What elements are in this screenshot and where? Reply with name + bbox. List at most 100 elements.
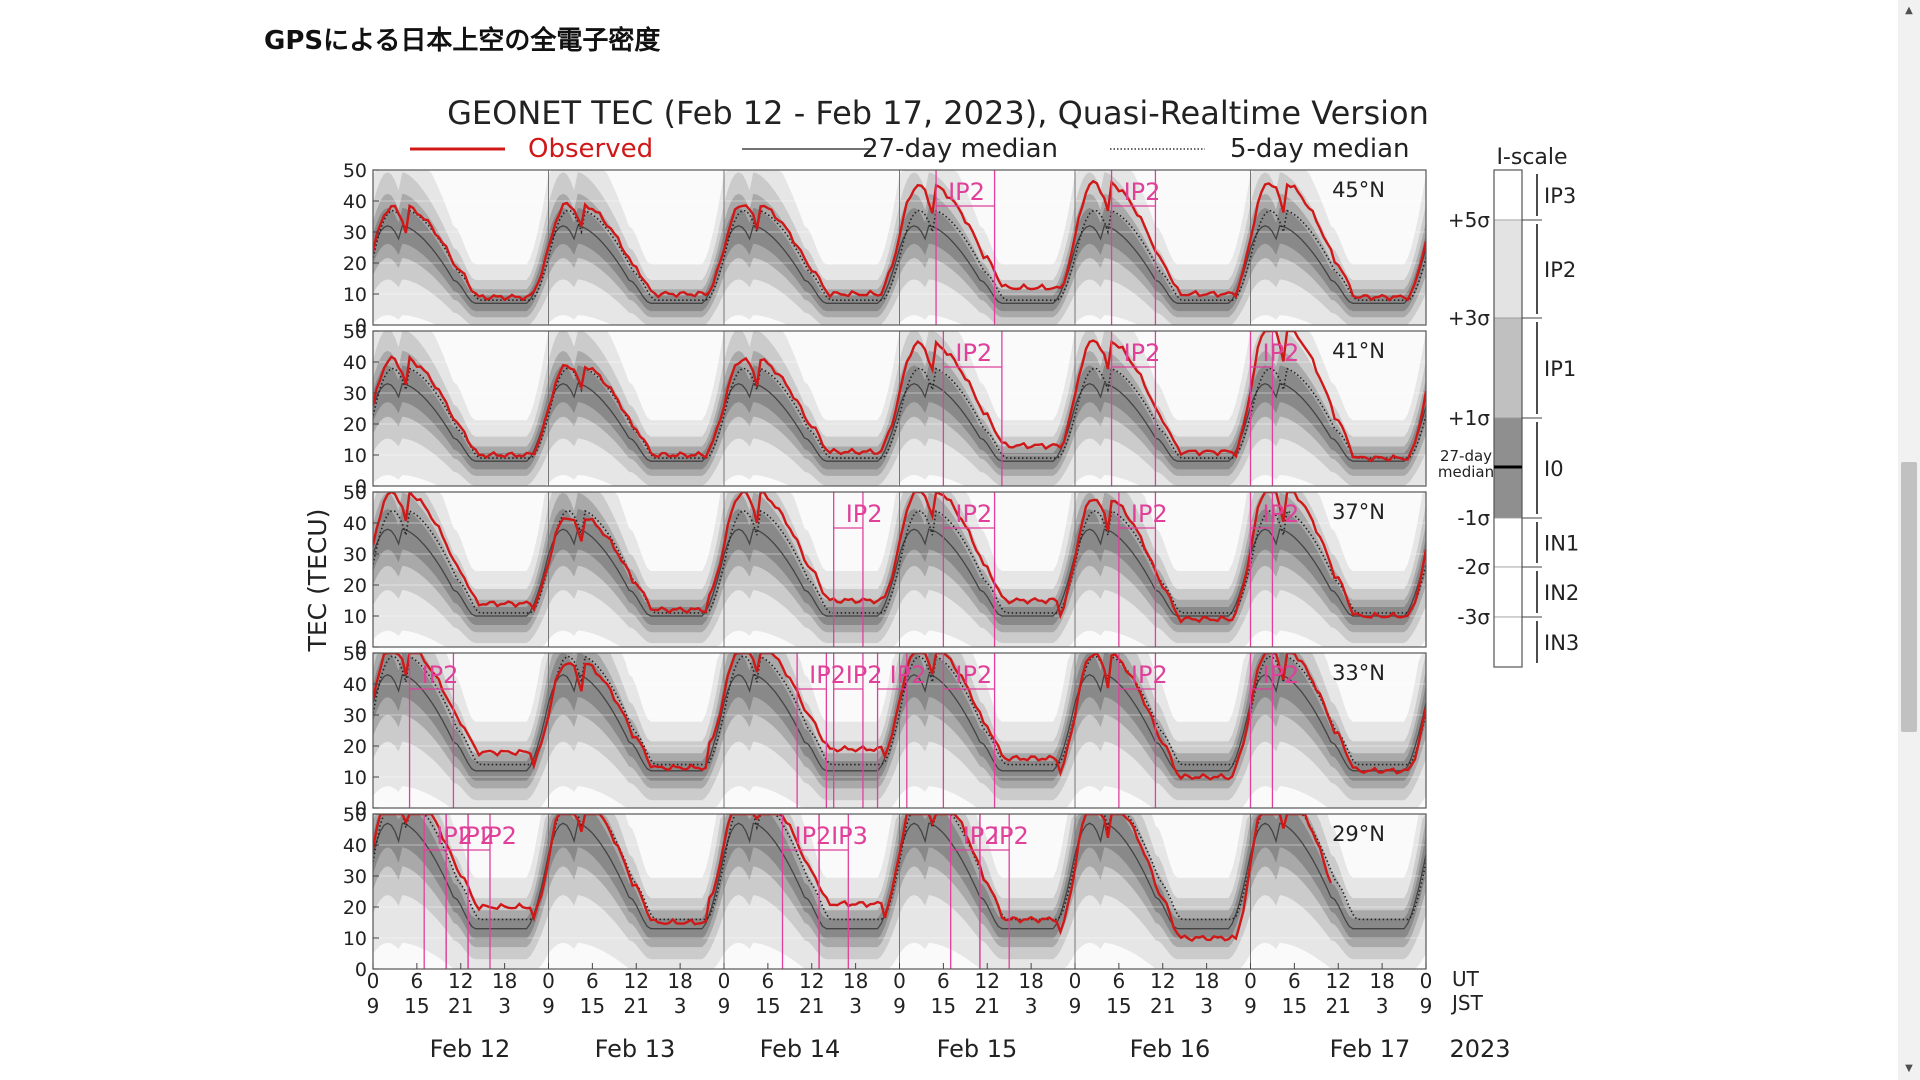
i-scale-level-label: I0 [1544,457,1564,481]
storm-event-marker: IP2 [1118,653,1168,808]
storm-event-marker: IP2 [942,492,996,647]
panel-plot-area [373,653,1426,808]
legend-label-1: 27-day median [862,134,1058,164]
scroll-down-button[interactable]: ▼ [1898,1058,1920,1080]
scrollbar-thumb[interactable] [1901,462,1917,732]
x-day-label: Feb 12 [430,1035,511,1063]
storm-event-marker: IP2 [408,653,458,808]
y-tick-label: 40 [343,674,367,696]
x-tick-label-ut: 6 [937,969,950,993]
i-scale-level-label: IP3 [1544,184,1576,208]
series-observed [373,179,1426,302]
y-tick-label: 20 [343,414,367,436]
storm-event-marker: IP3 [818,814,868,969]
event-label: IP2 [890,661,927,689]
x-tick-label-ut: 12 [624,969,649,993]
event-label: IP2 [846,661,883,689]
event-label: IP2 [458,822,495,850]
y-tick-label: 50 [343,804,367,826]
y-tick-label: 40 [343,835,367,857]
event-label: IP2 [480,822,517,850]
x-tick-label-ut: 6 [586,969,599,993]
x-tick-label-ut: 6 [1288,969,1301,993]
panel-latitude-label: 33°N [1332,661,1385,685]
x-tick-label-ut: 18 [492,969,517,993]
scroll-up-button[interactable]: ▲ [1898,0,1920,22]
x-tick-label-jst: 15 [580,994,605,1018]
y-tick-label: 30 [343,866,367,888]
y-tick-label: 20 [343,253,367,275]
x-tick-label-ut: 0 [1069,969,1082,993]
y-tick-label: 50 [343,321,367,343]
i-scale-segment-2 [1493,317,1523,419]
x-tick-label-ut: 0 [718,969,731,993]
panel-latitude-label: 37°N [1332,500,1385,524]
x-tick-label-ut: 18 [843,969,868,993]
legend-label-2: 5-day median [1230,134,1409,164]
x-tick-label-ut: 6 [1113,969,1126,993]
x-tick-label-ut: 12 [1326,969,1351,993]
event-label: IP3 [831,822,868,850]
panel-latitude-label: 45°N [1332,178,1385,202]
storm-event-marker: IP2 [942,331,1003,486]
y-tick-label: 10 [343,445,367,467]
storm-event-marker: IP2 [876,653,927,808]
x-tick-label-jst: 9 [718,994,731,1018]
y-tick-label: 10 [343,928,367,950]
x-year-label: 2023 [1449,1035,1510,1063]
storm-event-marker: IP2 [935,170,996,325]
i-scale-segment-6 [1493,616,1523,668]
y-tick-label: 0 [355,798,367,820]
storm-event-marker: IP2 [1249,653,1299,808]
i-scale-sigma-label: +5σ [1448,208,1490,232]
series-5day-median [373,367,1426,459]
i-scale-segment-5 [1493,566,1523,618]
series-observed [373,814,1333,942]
x-tick-label-jst: 15 [404,994,429,1018]
event-label: IP2 [948,178,985,206]
storm-event-marker: IP2 [467,814,517,969]
i-scale-level-label: IN1 [1544,532,1579,556]
panel-latitude-label: 29°N [1332,822,1385,846]
i-scale-level-label: IP1 [1544,357,1576,381]
x-tick-label-ut: 18 [1194,969,1219,993]
y-tick-label: 0 [355,959,367,981]
storm-event-marker: IP2 [1249,331,1299,486]
y-tick-label: 30 [343,383,367,405]
panel-plot-area [373,170,1426,325]
y-tick-label: 40 [343,352,367,374]
x-tick-label-ut: 12 [799,969,824,993]
i-scale-segment-0 [1493,169,1523,221]
storm-event-marker: IP2 [942,653,996,808]
x-tick-label-jst: 3 [1025,994,1038,1018]
y-tick-label: 50 [343,643,367,665]
x-tick-label-jst: 21 [975,994,1000,1018]
x-tick-label-jst: 3 [1200,994,1213,1018]
panel-frame [372,652,1427,809]
x-tick-label-ut: 12 [975,969,1000,993]
x-day-label: Feb 16 [1130,1035,1211,1063]
x-tick-label-ut: 12 [1150,969,1175,993]
x-tick-label-jst: 9 [893,994,906,1018]
y-tick-label: 50 [343,482,367,504]
event-label: IP2 [963,822,1000,850]
storm-event-marker: IP2 [1118,492,1168,647]
x-tick-label-jst: 21 [1150,994,1175,1018]
event-label: IP2 [1124,339,1161,367]
y-tick-label: 30 [343,544,367,566]
y-tick-label: 20 [343,736,367,758]
y-tick-label: 0 [355,637,367,659]
sigma-band-3 [373,814,1426,939]
storm-event-marker: IP2 [833,653,883,808]
x-tick-label-ut: 6 [762,969,775,993]
y-tick-label: 50 [343,160,367,182]
y-tick-label: 0 [355,315,367,337]
event-label: IP2 [1131,500,1168,528]
event-label: IP2 [955,661,992,689]
y-tick-label: 10 [343,606,367,628]
panel-0: IP2 IP2 45°N 0 10 20 30 40 50 [343,160,1427,337]
x-tick-label-ut: 0 [1420,969,1433,993]
